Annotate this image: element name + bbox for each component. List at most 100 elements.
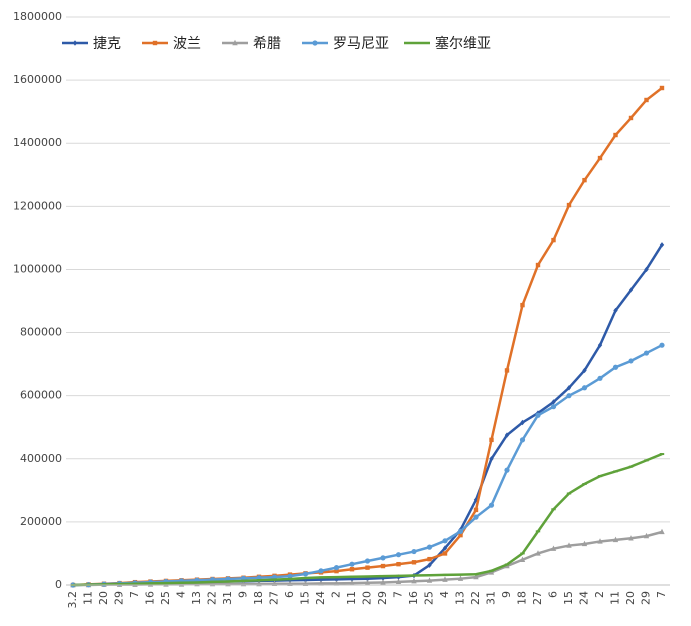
marker <box>613 307 618 314</box>
legend-label: 捷克 <box>93 36 121 52</box>
x-tick-label: 7 <box>392 591 405 598</box>
series-line <box>72 452 663 587</box>
marker <box>318 568 324 574</box>
x-tick-label: 25 <box>159 591 172 605</box>
marker <box>411 548 417 555</box>
x-tick-label: 15 <box>299 591 312 605</box>
marker <box>442 551 448 556</box>
marker <box>535 262 541 268</box>
marker <box>334 568 339 574</box>
x-tick-label: 24 <box>314 591 327 605</box>
marker <box>411 578 417 584</box>
marker <box>659 528 665 535</box>
marker <box>520 419 525 426</box>
marker <box>442 545 448 551</box>
marker <box>566 393 572 399</box>
x-tick-label: 25 <box>423 591 436 605</box>
x-tick-label: 15 <box>562 591 575 605</box>
marker <box>457 575 464 581</box>
x-tick-label: 6 <box>283 591 296 598</box>
y-tick-label: 600000 <box>20 389 62 402</box>
marker <box>380 563 386 569</box>
series-line <box>72 244 664 587</box>
x-tick-label: 22 <box>206 591 219 605</box>
x-tick-label: 4 <box>175 591 188 598</box>
x-tick-label: 11 <box>82 591 95 605</box>
x-tick-label: 27 <box>531 591 544 605</box>
marker <box>489 456 494 462</box>
marker <box>566 542 572 548</box>
marker <box>519 437 526 443</box>
marker <box>427 556 432 562</box>
marker <box>349 576 355 582</box>
x-tick-label: 9 <box>237 591 250 598</box>
marker <box>612 364 619 370</box>
marker <box>550 545 557 551</box>
x-tick-label: 22 <box>469 591 482 605</box>
marker <box>473 573 479 580</box>
marker <box>396 561 401 567</box>
x-tick-label: 9 <box>500 591 513 598</box>
marker <box>333 565 340 571</box>
legend-marker <box>72 40 78 46</box>
x-tick-label: 13 <box>190 591 203 605</box>
marker <box>395 552 402 558</box>
marker <box>659 342 665 348</box>
marker <box>535 550 541 556</box>
y-tick-label: 800000 <box>20 326 62 339</box>
marker <box>349 567 355 572</box>
marker <box>473 514 479 520</box>
x-tick-label: 27 <box>268 591 281 605</box>
x-tick-label: 11 <box>609 591 622 605</box>
marker <box>581 540 588 547</box>
marker <box>520 302 525 308</box>
marker <box>318 576 324 583</box>
marker <box>411 560 417 565</box>
x-tick-label: 16 <box>144 591 157 605</box>
marker <box>334 576 339 583</box>
marker <box>364 579 371 585</box>
legend-marker <box>152 40 158 46</box>
x-tick-label: 18 <box>516 591 529 605</box>
marker <box>659 242 665 248</box>
marker <box>504 432 510 438</box>
marker <box>659 85 665 91</box>
marker <box>287 577 293 583</box>
marker <box>581 385 588 391</box>
y-tick-label: 200000 <box>20 515 62 528</box>
x-tick-label: 31 <box>485 591 498 605</box>
x-tick-label: 29 <box>640 591 653 605</box>
x-tick-label: 29 <box>113 591 126 605</box>
y-tick-label: 0 <box>55 578 62 591</box>
x-tick-label: 7 <box>128 591 141 598</box>
marker <box>612 536 619 543</box>
x-tick-label: 13 <box>454 591 467 605</box>
legend-label: 罗马尼亚 <box>333 36 389 52</box>
marker <box>551 237 556 243</box>
x-tick-label: 24 <box>578 591 591 605</box>
marker <box>551 399 556 405</box>
marker <box>519 556 526 562</box>
x-tick-label: 3.2 <box>66 591 79 609</box>
marker <box>473 507 479 513</box>
legend-marker <box>232 39 238 46</box>
x-tick-label: 7 <box>655 591 668 598</box>
marker <box>442 576 448 582</box>
marker <box>628 287 634 293</box>
marker <box>303 577 308 583</box>
marker <box>628 115 634 121</box>
marker <box>380 575 386 581</box>
marker <box>349 561 355 567</box>
y-tick-label: 1600000 <box>13 73 62 86</box>
marker <box>566 385 572 391</box>
marker <box>426 577 433 583</box>
marker <box>550 404 557 410</box>
marker <box>380 579 386 585</box>
marker <box>597 155 603 161</box>
marker <box>333 580 340 586</box>
marker <box>302 571 309 577</box>
x-tick-label: 2 <box>593 591 606 598</box>
marker <box>458 532 463 538</box>
marker <box>287 573 293 579</box>
